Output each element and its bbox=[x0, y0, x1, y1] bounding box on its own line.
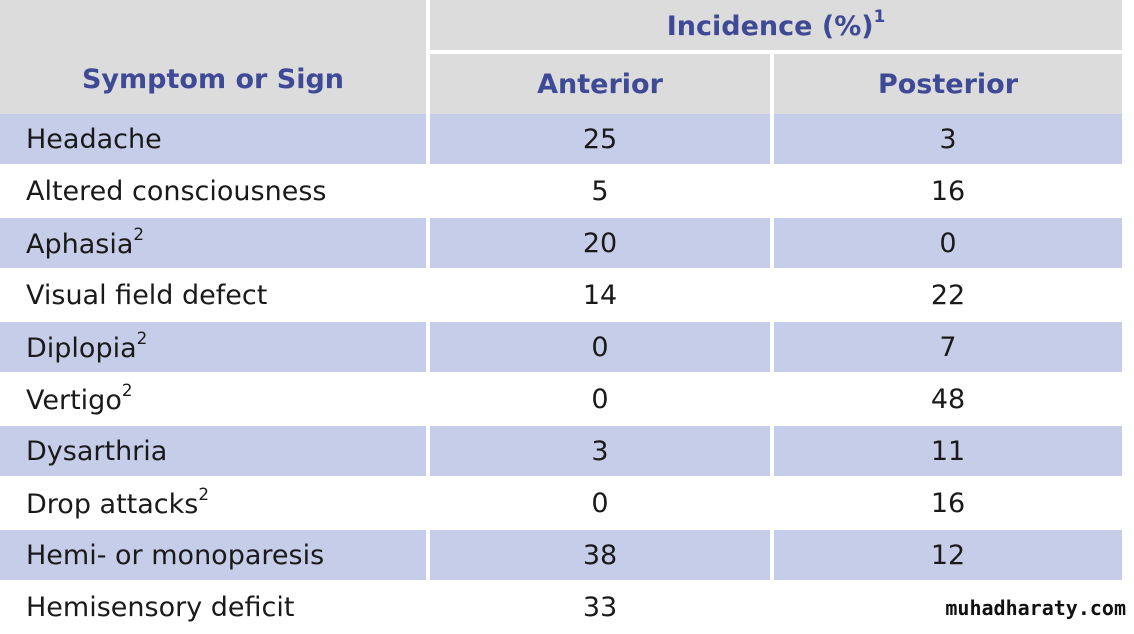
footnote-marker: 2 bbox=[121, 379, 133, 400]
symptom-cell: Dysarthria bbox=[0, 426, 430, 478]
footnote-marker: 2 bbox=[133, 223, 145, 244]
posterior-value: 48 bbox=[774, 374, 1122, 426]
anterior-value: 25 bbox=[430, 114, 774, 166]
anterior-value: 0 bbox=[430, 374, 774, 426]
header-symptom-label: Symptom or Sign bbox=[81, 63, 344, 95]
anterior-value: 3 bbox=[430, 426, 774, 478]
table-row: Altered consciousness 5 16 bbox=[0, 166, 1122, 218]
header-posterior: Posterior bbox=[774, 54, 1122, 114]
table-row: Diplopia2 0 7 bbox=[0, 322, 1122, 374]
symptom-label: Headache bbox=[26, 123, 162, 155]
anterior-value: 38 bbox=[430, 530, 774, 582]
symptom-label: Drop attacks bbox=[26, 488, 199, 520]
symptom-cell: Hemisensory deficit bbox=[0, 582, 430, 634]
symptom-label: Vertigo bbox=[26, 384, 122, 416]
posterior-value: 22 bbox=[774, 270, 1122, 322]
anterior-value: 20 bbox=[430, 218, 774, 270]
header-anterior: Anterior bbox=[430, 54, 774, 114]
symptom-label: Hemi- or monoparesis bbox=[26, 539, 325, 571]
symptom-label: Hemisensory deficit bbox=[26, 591, 295, 623]
header-symptom: Symptom or Sign bbox=[0, 0, 430, 114]
header-anterior-label: Anterior bbox=[537, 68, 663, 100]
anterior-value: 0 bbox=[430, 478, 774, 530]
symptom-cell: Visual field defect bbox=[0, 270, 430, 322]
posterior-value: 3 bbox=[774, 114, 1122, 166]
table-row: Hemi- or monoparesis 38 12 bbox=[0, 530, 1122, 582]
footnote-marker: 2 bbox=[198, 483, 210, 504]
posterior-value: 16 bbox=[774, 166, 1122, 218]
footnote-marker: 2 bbox=[136, 327, 148, 348]
symptom-cell: Aphasia2 bbox=[0, 218, 430, 270]
header-posterior-label: Posterior bbox=[877, 68, 1019, 100]
symptom-label: Diplopia bbox=[26, 332, 137, 364]
posterior-value: 7 bbox=[774, 322, 1122, 374]
table-row: Aphasia2 20 0 bbox=[0, 218, 1122, 270]
table-row: Dysarthria 3 11 bbox=[0, 426, 1122, 478]
symptom-label: Altered consciousness bbox=[26, 175, 327, 207]
header-incidence-label: Incidence (%) bbox=[666, 10, 874, 42]
header-incidence: Incidence (%)1 bbox=[430, 0, 1122, 54]
symptom-label: Aphasia bbox=[26, 228, 134, 260]
posterior-value: 0 bbox=[774, 218, 1122, 270]
posterior-value: 11 bbox=[774, 426, 1122, 478]
anterior-value: 14 bbox=[430, 270, 774, 322]
symptom-cell: Altered consciousness bbox=[0, 166, 430, 218]
watermark: muhadharaty.com bbox=[937, 594, 1134, 624]
symptom-label: Dysarthria bbox=[26, 435, 168, 467]
symptom-cell: Vertigo2 bbox=[0, 374, 430, 426]
symptom-cell: Hemi- or monoparesis bbox=[0, 530, 430, 582]
anterior-value: 5 bbox=[430, 166, 774, 218]
symptom-label: Visual field defect bbox=[26, 279, 268, 311]
table-body: Headache 25 3 Altered consciousness 5 16 Aphas… bbox=[0, 114, 1122, 634]
table-row: Visual field defect 14 22 bbox=[0, 270, 1122, 322]
anterior-value: 33 bbox=[430, 582, 774, 634]
symptom-cell: Headache bbox=[0, 114, 430, 166]
table-row: Headache 25 3 bbox=[0, 114, 1122, 166]
posterior-value: 16 bbox=[774, 478, 1122, 530]
header-incidence-footnote: 1 bbox=[873, 5, 886, 26]
symptom-cell: Diplopia2 bbox=[0, 322, 430, 374]
symptom-cell: Drop attacks2 bbox=[0, 478, 430, 530]
table-row: Vertigo2 0 48 bbox=[0, 374, 1122, 426]
table-row: Drop attacks2 0 16 bbox=[0, 478, 1122, 530]
anterior-value: 0 bbox=[430, 322, 774, 374]
posterior-value: 12 bbox=[774, 530, 1122, 582]
